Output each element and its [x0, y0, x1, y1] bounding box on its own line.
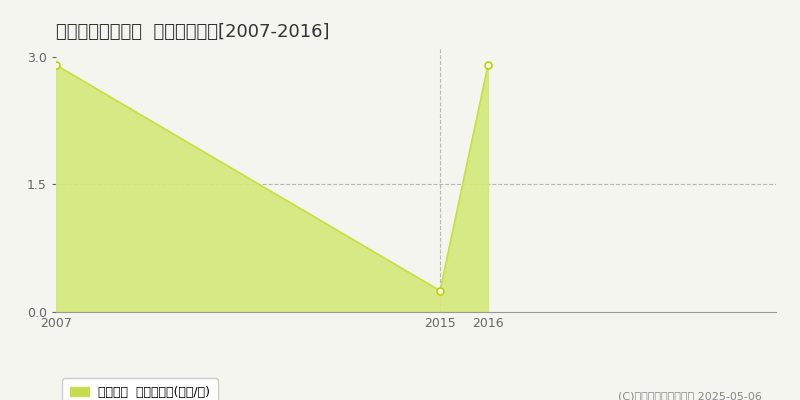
Legend: 土地価格  平均坪単価(万円/坪): 土地価格 平均坪単価(万円/坪): [62, 378, 218, 400]
Text: (C)土地価格ドットコム 2025-05-06: (C)土地価格ドットコム 2025-05-06: [618, 391, 762, 400]
Text: 西伯郡大山町東坪  土地価格推移[2007-2016]: 西伯郡大山町東坪 土地価格推移[2007-2016]: [56, 23, 330, 41]
